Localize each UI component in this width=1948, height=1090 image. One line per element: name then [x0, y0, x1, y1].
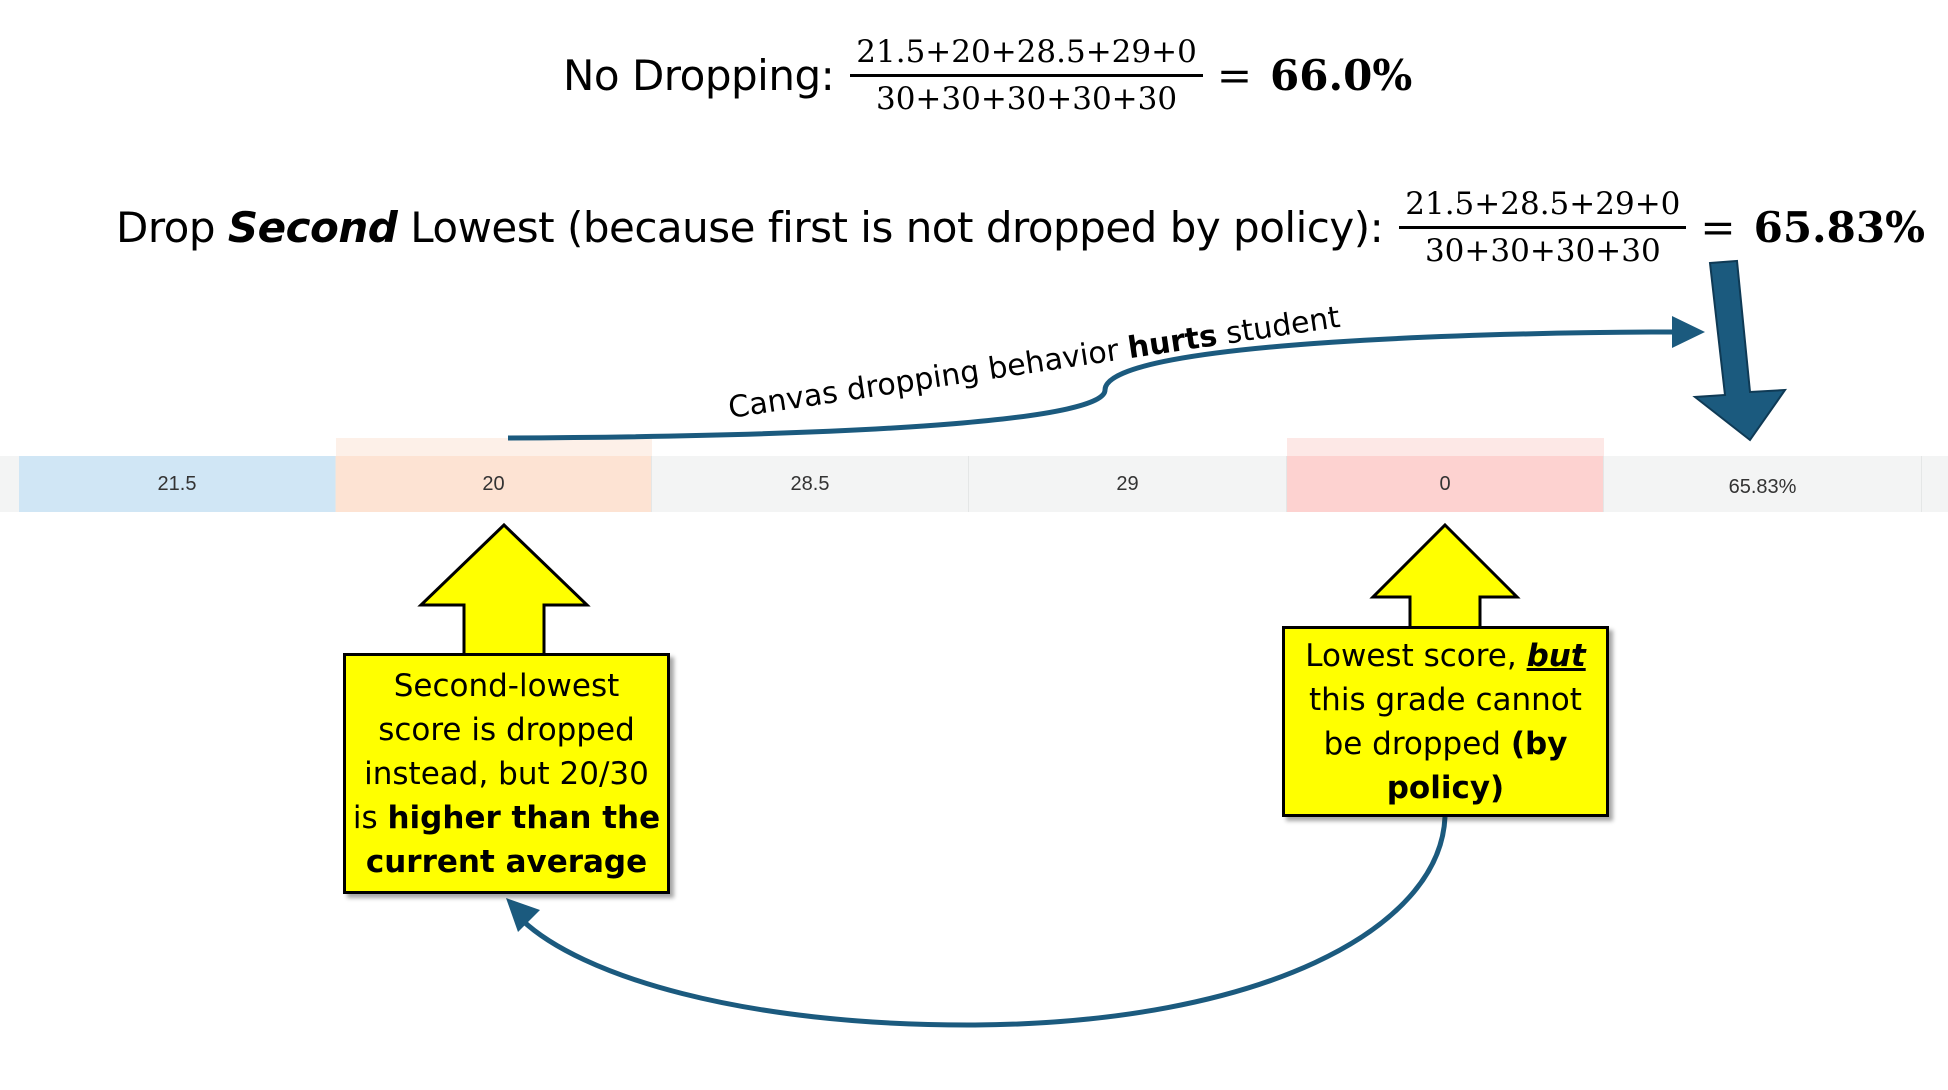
grade-cell-5-lowest: 0 — [1287, 456, 1604, 512]
callout-line-emphasis: but — [1526, 637, 1586, 674]
numerator: 21.5+20+28.5+29+0 — [856, 33, 1197, 70]
left-up-arrow — [417, 522, 591, 657]
equation-result: 65.83% — [1753, 202, 1926, 252]
callout-line: be dropped (by — [1305, 722, 1585, 766]
denominator: 30+30+30+30+30 — [875, 80, 1178, 117]
equation-result: 66.0% — [1270, 50, 1413, 100]
fraction: 21.5+28.5+29+0 30+30+30+30 — [1399, 182, 1687, 273]
lowest-score-callout: Lowest score, but this grade cannot be d… — [1282, 626, 1609, 817]
equation-label: Drop Second Lowest (because first is not… — [116, 202, 1384, 252]
callout-text: Second-lowest score is dropped instead, … — [353, 664, 660, 884]
equation-no-dropping: No Dropping: 21.5+20+28.5+29+0 30+30+30+… — [563, 26, 1412, 124]
callout-line-pre: be dropped — [1323, 725, 1511, 762]
callout-line-pre: Lowest score, — [1305, 637, 1527, 674]
second-lowest-callout: Second-lowest score is dropped instead, … — [343, 653, 670, 894]
equation-drop-second: Drop Second Lowest (because first is not… — [116, 178, 1925, 276]
callout-line: Lowest score, but — [1305, 634, 1585, 678]
denominator: 30+30+30+30 — [1424, 232, 1661, 269]
callout-line: policy) — [1305, 766, 1585, 810]
curve-label: Canvas dropping behavior hurts student — [726, 300, 1343, 426]
callout-line-pre: is — [352, 799, 388, 836]
bottom-curve-arrowhead — [506, 898, 540, 932]
callout-line-emphasis: (by — [1510, 725, 1568, 762]
callout-line: is higher than the — [353, 796, 660, 840]
callout-line-emphasis: policy) — [1386, 769, 1505, 806]
curve-label-emphasis: hurts — [1126, 318, 1220, 366]
callout-line: instead, but 20/30 — [364, 755, 649, 792]
callout-line: current average — [353, 840, 660, 884]
numerator: 21.5+28.5+29+0 — [1405, 185, 1681, 222]
grade-cell-total: 65.83% — [1604, 456, 1922, 512]
curve-label-pre: Canvas dropping behavior — [726, 332, 1131, 426]
grade-cell-3: 28.5 — [652, 456, 969, 512]
fraction-bar — [850, 73, 1203, 77]
callout-line-emphasis: higher than the — [387, 799, 661, 836]
equals-sign: = — [1700, 202, 1736, 252]
lowest-cell-tab — [1287, 438, 1604, 456]
big-down-arrow — [1692, 259, 1788, 442]
dropped-cell-tab — [336, 438, 652, 456]
label-pre: Drop — [116, 202, 228, 252]
label-emphasis: Second — [227, 202, 398, 252]
bottom-curve-arrow — [520, 816, 1448, 1028]
equation-label: No Dropping: — [563, 50, 835, 100]
callout-text: Lowest score, but this grade cannot be d… — [1305, 634, 1585, 810]
callout-line: Second-lowest — [393, 667, 620, 704]
top-curve-arrowhead — [1672, 316, 1705, 348]
equals-sign: = — [1216, 50, 1253, 100]
callout-line-emphasis: current average — [365, 843, 648, 880]
callout-line: score is dropped — [378, 711, 635, 748]
callout-line: this grade cannot — [1309, 681, 1582, 718]
curve-label-text: Canvas dropping behavior hurts student — [726, 300, 1343, 426]
grade-cell-4: 29 — [969, 456, 1287, 512]
fraction: 21.5+20+28.5+29+0 30+30+30+30+30 — [850, 30, 1203, 121]
top-curve-arrow — [507, 329, 1676, 441]
right-up-arrow — [1369, 522, 1521, 630]
fraction-bar — [1399, 225, 1687, 229]
grade-cell-1: 21.5 — [19, 456, 336, 512]
label-post: Lowest (because first is not dropped by … — [397, 202, 1384, 252]
grade-cell-2-dropped: 20 — [336, 456, 652, 512]
